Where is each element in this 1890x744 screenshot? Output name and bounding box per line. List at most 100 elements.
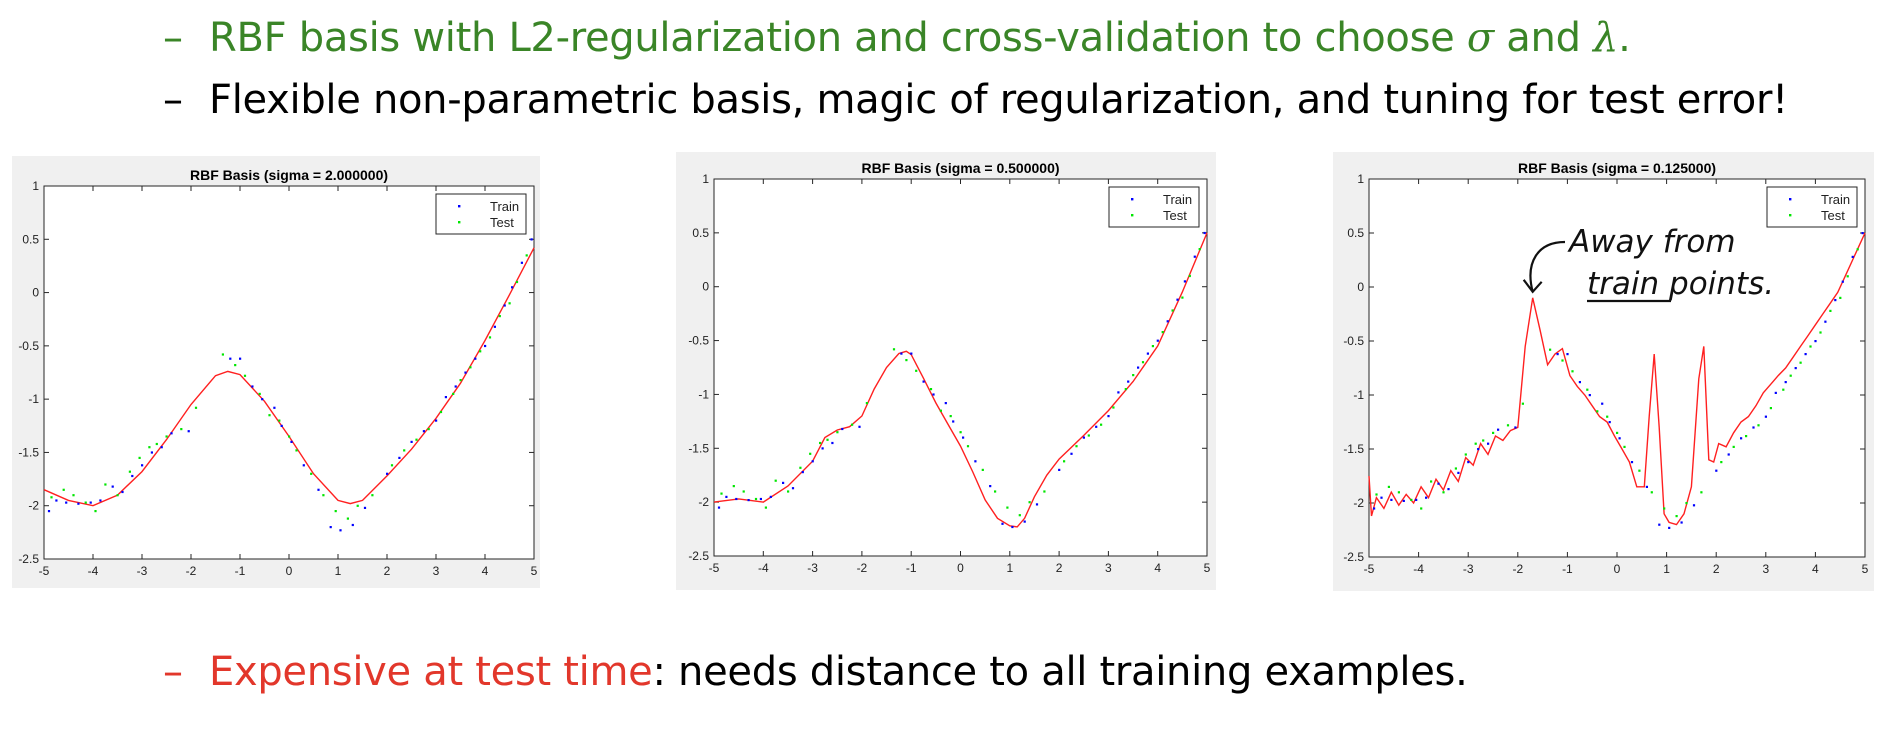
test-point [1549, 348, 1552, 351]
test-point [929, 388, 933, 391]
test-point [479, 350, 482, 353]
train-point [735, 497, 738, 501]
legend-marker [458, 221, 461, 224]
test-point [1198, 248, 1201, 251]
bullet-text-prefix: RBF basis with L2-regularization and cro… [209, 15, 1467, 61]
chart-title: RBF Basis (sigma = 2.000000) [190, 167, 388, 183]
x-tick-label: -5 [1364, 562, 1375, 576]
train-point [131, 474, 134, 478]
train-point [1658, 523, 1661, 526]
legend-label: Test [490, 215, 514, 230]
train-point [503, 304, 506, 307]
train-point [55, 499, 58, 502]
test-point [371, 494, 374, 497]
y-tick-label: 0.5 [692, 226, 709, 240]
plot-area [713, 178, 1208, 557]
test-point [1474, 442, 1477, 445]
test-point [836, 431, 839, 434]
test-point [1188, 274, 1191, 278]
test-point [138, 456, 141, 459]
test-point [1100, 423, 1103, 426]
train-point [1183, 280, 1186, 283]
train-point [932, 393, 935, 396]
test-point [525, 254, 528, 257]
test-point [1410, 498, 1413, 501]
train-point [121, 490, 124, 494]
train-point [160, 446, 163, 449]
bullet-rbf-cross-validation: – RBF basis with L2-regularization and cr… [163, 14, 1631, 62]
train-point [111, 485, 114, 488]
test-point [1829, 309, 1832, 312]
y-tick-label: -1.5 [1343, 442, 1364, 456]
test-point [1846, 275, 1849, 278]
legend-box [1766, 186, 1858, 228]
train-point [1477, 448, 1480, 451]
test-point [84, 501, 87, 504]
train-point [974, 460, 977, 463]
y-tick-label: -1 [28, 392, 39, 406]
bullet-dash: – [163, 15, 183, 61]
test-point [1151, 345, 1154, 348]
train-point [962, 436, 965, 439]
train-point [1824, 320, 1827, 323]
bullet-text-suffix: . [1618, 15, 1631, 61]
bullet-highlight: Expensive at test time [209, 649, 653, 695]
x-tick-label: -1 [1562, 562, 1573, 576]
test-point [1063, 460, 1066, 463]
x-tick-label: -4 [88, 564, 99, 578]
test-point [310, 472, 313, 475]
train-point [464, 371, 467, 374]
train-point [150, 451, 153, 454]
test-point [1430, 480, 1433, 483]
test-point [939, 409, 942, 412]
test-point [1623, 445, 1626, 448]
train-point [821, 447, 824, 450]
test-point [826, 438, 829, 441]
legend-marker [1789, 214, 1792, 217]
test-point [1819, 331, 1822, 334]
annotation-underlined-word: train [1587, 266, 1659, 302]
test-point [905, 359, 908, 362]
rbf-fit-line [713, 232, 1208, 528]
train-point [1107, 415, 1110, 418]
train-point [841, 427, 844, 431]
test-point [194, 406, 198, 409]
train-point [422, 430, 425, 433]
test-point [1650, 491, 1653, 494]
x-tick-label: -5 [709, 561, 720, 575]
test-point [1112, 406, 1115, 409]
test-point [1732, 445, 1735, 448]
test-point [415, 438, 418, 441]
test-point [1132, 374, 1135, 377]
x-tick-label: -3 [1463, 562, 1474, 576]
train-point [989, 485, 992, 488]
test-point [288, 435, 291, 438]
x-tick-label: 4 [1154, 561, 1161, 575]
bullet-flexible-basis: – Flexible non-parametric basis, magic of… [163, 76, 1788, 124]
train-point [1001, 522, 1004, 525]
test-point [1506, 424, 1510, 427]
annotation-arrow [1529, 240, 1566, 293]
bullet-text: Flexible non-parametric basis, magic of … [209, 77, 1788, 123]
train-point [280, 424, 283, 427]
train-point [141, 464, 144, 467]
test-point [498, 315, 501, 318]
train-point [858, 425, 861, 428]
y-tick-label: -1 [698, 387, 709, 401]
y-tick-label: -1.5 [688, 441, 709, 455]
train-point [484, 344, 487, 348]
train-point [1861, 232, 1864, 235]
test-point [278, 419, 281, 422]
test-point [1420, 507, 1423, 510]
test-point [1769, 407, 1772, 410]
lambda-symbol: λ [1593, 15, 1619, 61]
train-point [1618, 437, 1621, 440]
test-point [959, 431, 962, 434]
test-point [1075, 445, 1078, 448]
test-point [155, 442, 158, 446]
train-point [261, 398, 264, 401]
test-point [787, 490, 790, 493]
test-point [1375, 493, 1378, 496]
